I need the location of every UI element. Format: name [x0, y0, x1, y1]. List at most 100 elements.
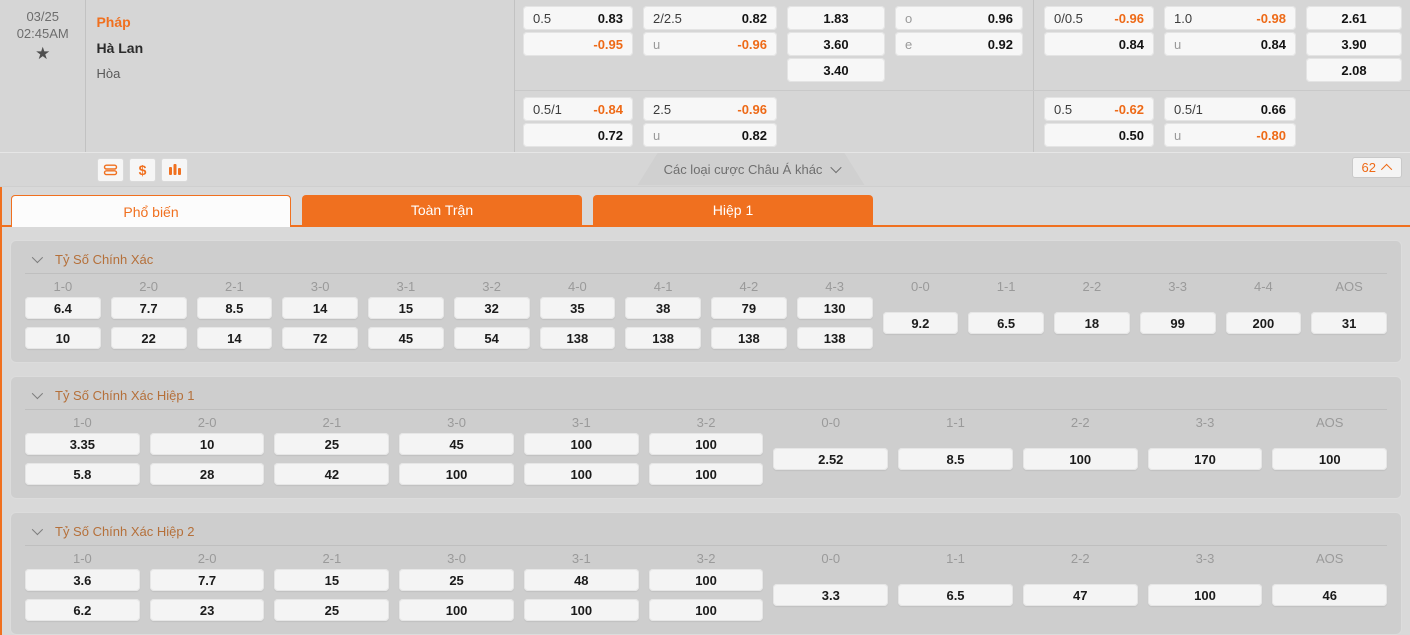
odds-cell[interactable]: 138 — [539, 327, 616, 349]
odds-cell[interactable]: 46 — [1272, 584, 1388, 606]
odds-cell[interactable]: 31 — [1311, 312, 1387, 334]
odds-cell[interactable]: 100 — [648, 433, 764, 455]
odds-cell-ft-x[interactable]: 3.40 — [787, 58, 885, 82]
odds-cell-h1-under[interactable]: u 0.84 — [1164, 32, 1296, 56]
odds-cell[interactable]: 138 — [625, 327, 701, 349]
odds-cell[interactable]: 15 — [368, 297, 444, 319]
odds-cell-h1-hdp2-home[interactable]: 0.5 -0.62 — [1044, 97, 1154, 121]
odds-cell[interactable]: 25 — [274, 599, 390, 621]
odds-cell[interactable]: 3.3 — [773, 584, 889, 606]
odds-cell[interactable]: 8.5 — [898, 448, 1013, 470]
odds-cell-h1-hdp-home[interactable]: 0/0.5 -0.96 — [1044, 6, 1154, 30]
odds-cell[interactable]: 9.2 — [882, 312, 959, 334]
dollar-icon[interactable]: $ — [129, 157, 156, 182]
odds-cell-ft-1[interactable]: 1.83 — [787, 6, 885, 30]
odds-cell-ft-hdp2-away[interactable]: 0.72 — [523, 123, 633, 147]
more-asian-bets-toggle[interactable]: Các loại cược Châu Á khác — [638, 153, 865, 185]
odds-cell[interactable]: 2.52 — [773, 448, 889, 470]
odds-cell-ft-over2[interactable]: 2.5 -0.96 — [643, 97, 777, 121]
odds-cell[interactable]: 45 — [368, 327, 444, 349]
odds-cell[interactable]: 99 — [1139, 312, 1216, 334]
odds-cell-ft-over[interactable]: 2/2.5 0.82 — [643, 6, 777, 30]
odds-cell[interactable]: 42 — [274, 463, 390, 485]
tab-full-match[interactable]: Toàn Trận — [302, 195, 582, 225]
odds-cell[interactable]: 100 — [1147, 584, 1263, 606]
odds-cell[interactable]: 100 — [648, 463, 764, 485]
odds-cell[interactable]: 100 — [523, 599, 639, 621]
odds-cell-h1-1[interactable]: 2.61 — [1306, 6, 1402, 30]
odds-cell[interactable]: 23 — [149, 599, 265, 621]
odds-cell[interactable]: 79 — [711, 297, 787, 319]
odds-cell[interactable]: 138 — [711, 327, 787, 349]
markets-count-collapse[interactable]: 62 — [1351, 157, 1402, 178]
favorite-star-icon[interactable]: ★ — [35, 44, 51, 63]
odds-cell-ft-odd[interactable]: o 0.96 — [895, 6, 1023, 30]
odds-cell[interactable]: 6.5 — [898, 584, 1013, 606]
odds-cell[interactable]: 100 — [1022, 448, 1138, 470]
tab-popular[interactable]: Phổ biến — [11, 195, 291, 227]
odds-cell-h1-x[interactable]: 2.08 — [1306, 58, 1402, 82]
odds-cell[interactable]: 54 — [453, 327, 530, 349]
odds-cell-ft-hdp2-home[interactable]: 0.5/1 -0.84 — [523, 97, 633, 121]
odds-cell[interactable]: 7.7 — [110, 297, 187, 319]
odds-cell-h1-hdp-away[interactable]: 0.84 — [1044, 32, 1154, 56]
odds-cell[interactable]: 100 — [1272, 448, 1388, 470]
odds-cell[interactable]: 14 — [196, 327, 273, 349]
odds-cell[interactable]: 35 — [539, 297, 616, 319]
stacked-coupons-icon[interactable] — [97, 157, 124, 182]
odds-cell[interactable]: 3.35 — [25, 433, 140, 455]
odds-cell[interactable]: 47 — [1022, 584, 1138, 606]
odds-cell-h1-2[interactable]: 3.90 — [1306, 32, 1402, 56]
odds-cell[interactable]: 170 — [1147, 448, 1263, 470]
odds-cell-ft-hdp-away[interactable]: -0.95 — [523, 32, 633, 56]
odds-cell[interactable]: 100 — [523, 433, 639, 455]
odds-cell[interactable]: 100 — [399, 599, 514, 621]
odds-cell-ft-hdp-home[interactable]: 0.5 0.83 — [523, 6, 633, 30]
odds-cell[interactable]: 8.5 — [196, 297, 273, 319]
score-label: 0-0 — [821, 415, 841, 430]
bar-chart-icon[interactable] — [161, 157, 188, 182]
odds-cell[interactable]: 10 — [149, 433, 265, 455]
odds-cell-h1-over2[interactable]: 0.5/1 0.66 — [1164, 97, 1296, 121]
odds-cell[interactable]: 15 — [274, 569, 390, 591]
odds-cell-ft-under2[interactable]: u 0.82 — [643, 123, 777, 147]
odds-cell[interactable]: 130 — [796, 297, 873, 319]
odds-cell[interactable]: 5.8 — [25, 463, 140, 485]
odds-cell[interactable]: 22 — [110, 327, 187, 349]
odds-cell[interactable]: 38 — [625, 297, 701, 319]
odds-cell-ft-2[interactable]: 3.60 — [787, 32, 885, 56]
odds-cell[interactable]: 6.2 — [25, 599, 140, 621]
odds-cell-ft-under[interactable]: u -0.96 — [643, 32, 777, 56]
odds-cell-h1-under2[interactable]: u -0.80 — [1164, 123, 1296, 147]
odds-cell[interactable]: 3.6 — [25, 569, 140, 591]
section-header[interactable]: Tỷ Số Chính Xác — [25, 245, 1387, 273]
odds-value: -0.96 — [737, 36, 767, 52]
score-column: 0-0 9.2 — [882, 276, 959, 349]
odds-cell[interactable]: 100 — [523, 463, 639, 485]
odds-cell[interactable]: 138 — [796, 327, 873, 349]
odds-cell[interactable]: 28 — [149, 463, 265, 485]
odds-cell[interactable]: 25 — [274, 433, 390, 455]
odds-cell[interactable]: 32 — [453, 297, 530, 319]
odds-cell[interactable]: 7.7 — [149, 569, 265, 591]
odds-cell-h1-over[interactable]: 1.0 -0.98 — [1164, 6, 1296, 30]
section-header[interactable]: Tỷ Số Chính Xác Hiệp 1 — [25, 381, 1387, 409]
odds-cell[interactable]: 48 — [523, 569, 639, 591]
tab-first-half[interactable]: Hiệp 1 — [593, 195, 873, 225]
odds-cell[interactable]: 18 — [1054, 312, 1130, 334]
odds-cell[interactable]: 45 — [399, 433, 514, 455]
odds-cell-h1-hdp2-away[interactable]: 0.50 — [1044, 123, 1154, 147]
odds-cell[interactable]: 6.4 — [25, 297, 101, 319]
odds-cell[interactable]: 100 — [648, 569, 764, 591]
odds-cell[interactable]: 25 — [399, 569, 514, 591]
odds-cell[interactable]: 14 — [282, 297, 358, 319]
odds-cell[interactable]: 6.5 — [968, 312, 1044, 334]
section-header[interactable]: Tỷ Số Chính Xác Hiệp 2 — [25, 517, 1387, 545]
odds-cell[interactable]: 200 — [1225, 312, 1302, 334]
odds-cell[interactable]: 10 — [25, 327, 101, 349]
odds-cell[interactable]: 100 — [648, 599, 764, 621]
score-label: AOS — [1315, 415, 1344, 430]
odds-cell[interactable]: 72 — [282, 327, 358, 349]
odds-cell[interactable]: 100 — [399, 463, 514, 485]
odds-cell-ft-even[interactable]: e 0.92 — [895, 32, 1023, 56]
